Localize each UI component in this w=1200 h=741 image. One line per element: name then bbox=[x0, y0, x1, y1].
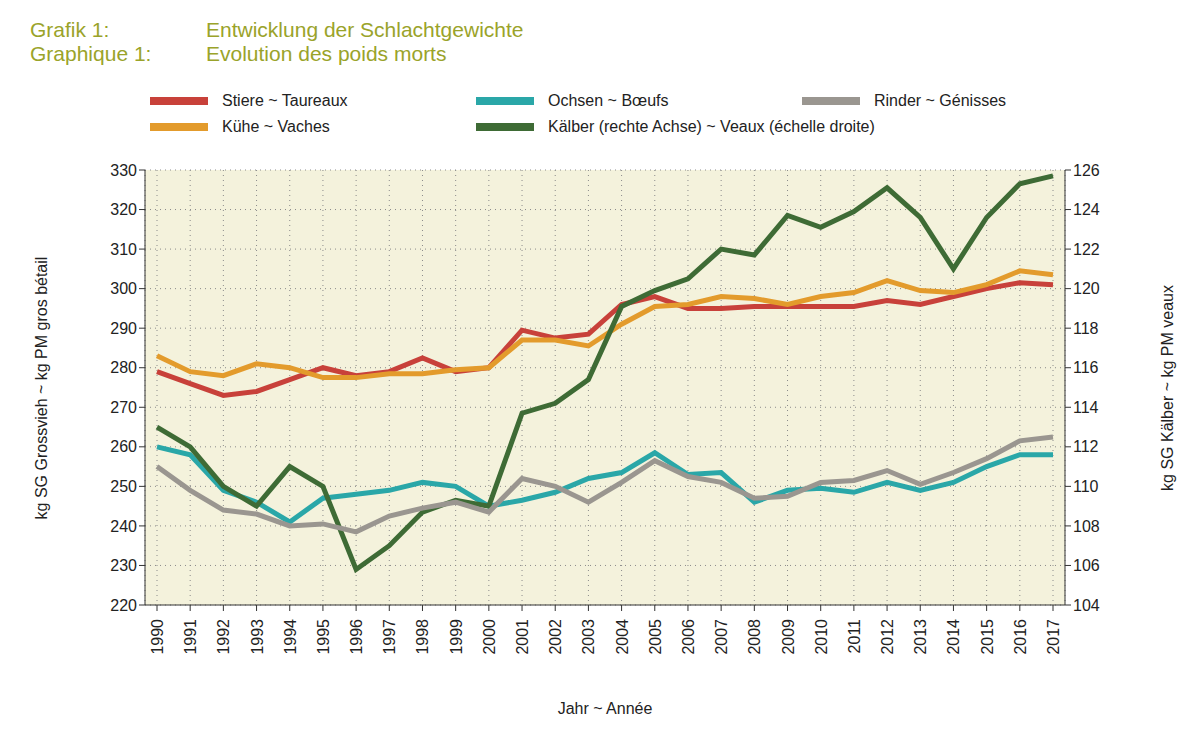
html-text:Jahr ~ Année: Jahr ~ Année bbox=[557, 700, 653, 717]
svg-text:2015: 2015 bbox=[979, 619, 996, 655]
svg-text:112: 112 bbox=[1073, 438, 1099, 455]
html-text:Evolution des poids morts: Evolution des poids morts bbox=[206, 42, 447, 65]
svg-text:220: 220 bbox=[110, 597, 137, 614]
svg-text:2012: 2012 bbox=[879, 619, 896, 655]
svg-text:1990: 1990 bbox=[149, 619, 166, 655]
svg-text:2000: 2000 bbox=[481, 619, 498, 655]
svg-text:120: 120 bbox=[1073, 280, 1100, 297]
svg-text:122: 122 bbox=[1073, 241, 1100, 258]
svg-text:108: 108 bbox=[1073, 518, 1100, 535]
svg-text:2007: 2007 bbox=[713, 619, 730, 655]
svg-text:104: 104 bbox=[1073, 597, 1100, 614]
svg-text:280: 280 bbox=[110, 359, 137, 376]
svg-text:1995: 1995 bbox=[315, 619, 332, 655]
svg-text:1998: 1998 bbox=[414, 619, 431, 655]
svg-text:250: 250 bbox=[110, 478, 137, 495]
svg-text:106: 106 bbox=[1073, 557, 1100, 574]
html-text:Entwicklung der Schlachtgewich: Entwicklung der Schlachtgewichte bbox=[206, 18, 524, 41]
svg-text:1991: 1991 bbox=[182, 619, 199, 655]
svg-text:2002: 2002 bbox=[547, 619, 564, 655]
svg-text:116: 116 bbox=[1073, 359, 1099, 376]
svg-text:1994: 1994 bbox=[282, 619, 299, 655]
svg-text:240: 240 bbox=[110, 518, 137, 535]
svg-text:2009: 2009 bbox=[780, 619, 797, 655]
svg-text:2011: 2011 bbox=[846, 619, 863, 654]
svg-text:124: 124 bbox=[1073, 201, 1100, 218]
svg-text:2001: 2001 bbox=[514, 619, 531, 655]
svg-text:2017: 2017 bbox=[1045, 619, 1062, 655]
svg-text:2005: 2005 bbox=[647, 619, 664, 655]
svg-text:2006: 2006 bbox=[680, 619, 697, 655]
html-text:Ochsen ~ Bœufs: Ochsen ~ Bœufs bbox=[548, 92, 669, 109]
svg-text:1997: 1997 bbox=[381, 619, 398, 655]
svg-text:2010: 2010 bbox=[813, 619, 830, 655]
html-text:Kühe ~ Vaches: Kühe ~ Vaches bbox=[222, 118, 330, 135]
svg-text:270: 270 bbox=[110, 399, 137, 416]
svg-text:114: 114 bbox=[1073, 399, 1099, 416]
svg-text:310: 310 bbox=[110, 241, 137, 258]
svg-text:1996: 1996 bbox=[348, 619, 365, 655]
html-text:Grafik 1:: Grafik 1: bbox=[30, 18, 110, 41]
svg-text:300: 300 bbox=[110, 280, 137, 297]
svg-text:2016: 2016 bbox=[1012, 619, 1029, 655]
svg-text:230: 230 bbox=[110, 557, 137, 574]
svg-text:320: 320 bbox=[110, 201, 137, 218]
svg-text:2013: 2013 bbox=[912, 619, 929, 655]
svg-text:126: 126 bbox=[1073, 162, 1100, 179]
svg-text:2003: 2003 bbox=[580, 619, 597, 655]
svg-text:2014: 2014 bbox=[945, 619, 962, 655]
html-text:Graphique 1:: Graphique 1: bbox=[30, 42, 152, 65]
html-text:Kälber (rechte Achse) ~ Veaux: Kälber (rechte Achse) ~ Veaux (échelle d… bbox=[548, 118, 875, 135]
html-text:kg SG Kälber ~ kg PM veaux: kg SG Kälber ~ kg PM veaux bbox=[1159, 285, 1176, 491]
svg-text:290: 290 bbox=[110, 320, 137, 337]
svg-text:1999: 1999 bbox=[448, 619, 465, 655]
html-text:Rinder ~ Génisses: Rinder ~ Génisses bbox=[874, 92, 1007, 109]
html-text:Stiere ~ Taureaux: Stiere ~ Taureaux bbox=[222, 92, 348, 109]
svg-text:260: 260 bbox=[110, 438, 137, 455]
svg-text:118: 118 bbox=[1073, 320, 1099, 337]
svg-text:1992: 1992 bbox=[215, 619, 232, 655]
svg-text:110: 110 bbox=[1073, 478, 1099, 495]
html-text:kg SG Grossvieh ~ kg PM gros b: kg SG Grossvieh ~ kg PM gros bétail bbox=[33, 256, 50, 520]
svg-text:1993: 1993 bbox=[249, 619, 266, 655]
svg-text:330: 330 bbox=[110, 162, 137, 179]
svg-text:2008: 2008 bbox=[746, 619, 763, 655]
svg-text:2004: 2004 bbox=[614, 619, 631, 655]
